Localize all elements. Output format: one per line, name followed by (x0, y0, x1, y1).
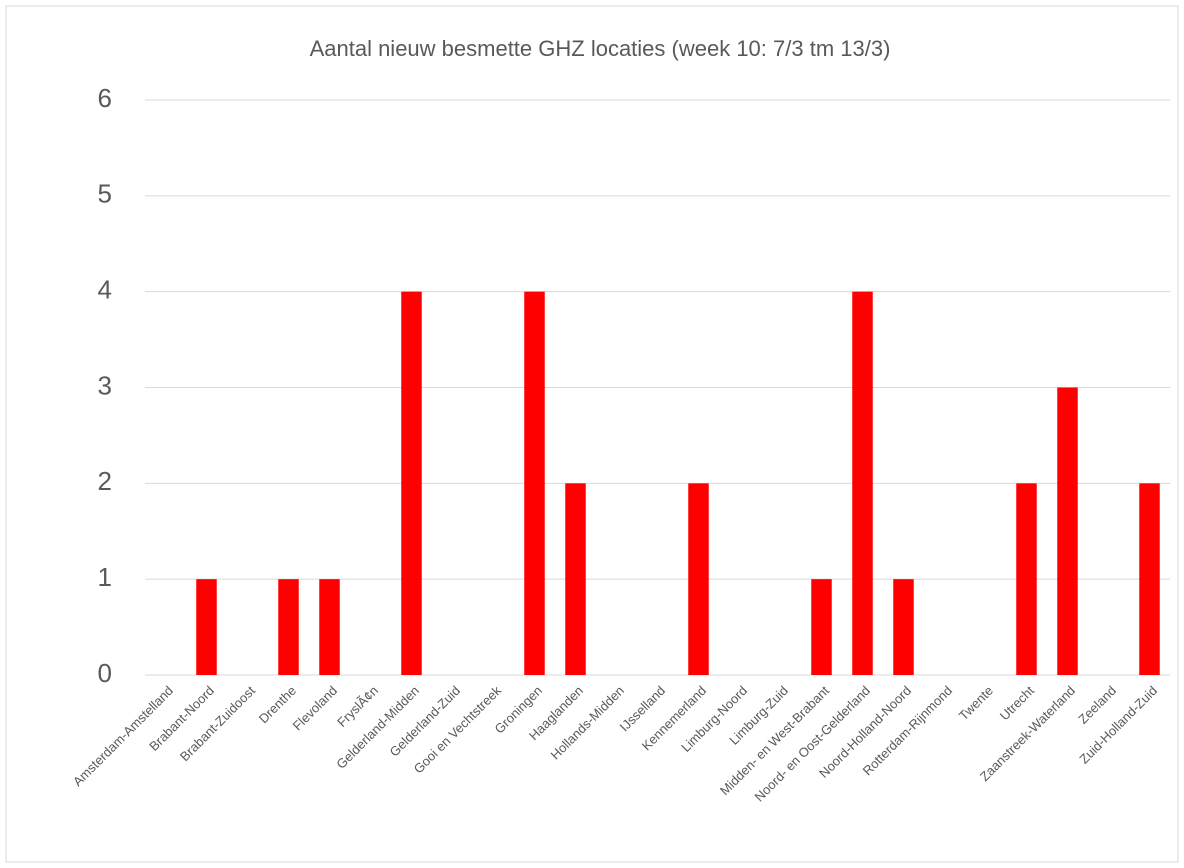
chart-frame (5, 5, 1179, 863)
bar (893, 579, 914, 675)
bar (524, 291, 545, 675)
bar (196, 579, 217, 675)
bar (319, 579, 340, 675)
bar (1016, 483, 1037, 675)
bar (1139, 483, 1160, 675)
y-tick-label: 3 (98, 370, 112, 400)
y-tick-label: 0 (98, 658, 112, 688)
y-tick-label: 1 (98, 562, 112, 592)
y-tick-label: 5 (98, 179, 112, 209)
y-tick-label: 2 (98, 466, 112, 496)
bar (401, 291, 422, 675)
bar (688, 483, 709, 675)
bar (278, 579, 299, 675)
bar (565, 483, 586, 675)
bar (1057, 387, 1078, 675)
bar (811, 579, 832, 675)
y-tick-label: 4 (98, 275, 112, 305)
y-tick-label: 6 (98, 83, 112, 113)
chart-title: Aantal nieuw besmette GHZ locaties (week… (310, 36, 891, 61)
bar (852, 291, 873, 675)
